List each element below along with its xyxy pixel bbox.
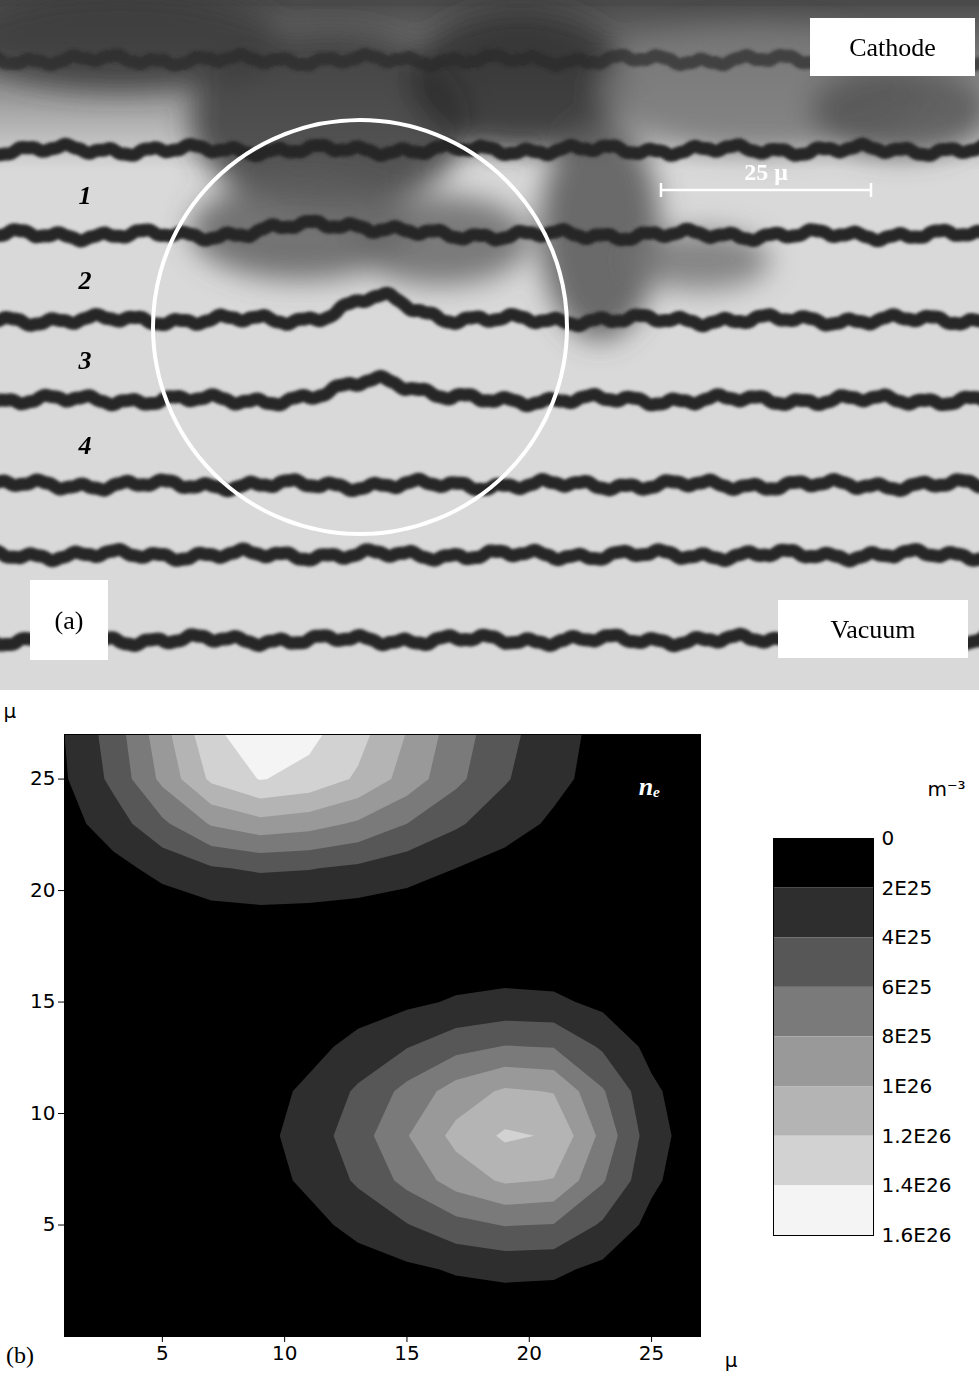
svg-text:μ: μ	[4, 700, 17, 723]
svg-text:Vacuum: Vacuum	[830, 615, 915, 644]
svg-text:1E26: 1E26	[882, 1074, 933, 1098]
svg-text:3: 3	[78, 346, 92, 375]
svg-text:20: 20	[517, 1341, 542, 1365]
svg-text:(a): (a)	[55, 606, 84, 635]
svg-text:4E25: 4E25	[882, 925, 933, 949]
svg-text:1.6E26: 1.6E26	[882, 1223, 952, 1247]
svg-text:5: 5	[43, 1212, 56, 1236]
svg-text:10: 10	[30, 1101, 55, 1125]
svg-text:μ: μ	[725, 1348, 738, 1372]
svg-text:25: 25	[639, 1341, 664, 1365]
svg-text:15: 15	[394, 1341, 419, 1365]
svg-text:1.2E26: 1.2E26	[882, 1124, 952, 1148]
svg-text:1.4E26: 1.4E26	[882, 1173, 952, 1197]
svg-text:Cathode: Cathode	[849, 33, 936, 62]
svg-text:4: 4	[78, 431, 92, 460]
svg-text:8E25: 8E25	[882, 1024, 933, 1048]
svg-text:25 μ: 25 μ	[744, 159, 788, 185]
html-text:(b): (b)	[6, 1342, 34, 1368]
svg-text:6E25: 6E25	[882, 975, 933, 999]
svg-text:1: 1	[79, 181, 92, 210]
svg-text:0: 0	[882, 826, 895, 850]
svg-text:10: 10	[272, 1341, 297, 1365]
svg-text:2E25: 2E25	[882, 876, 933, 900]
svg-text:2: 2	[78, 266, 92, 295]
svg-text:20: 20	[30, 878, 55, 902]
svg-text:5: 5	[156, 1341, 169, 1365]
svg-text:m⁻³: m⁻³	[927, 778, 965, 801]
svg-text:25: 25	[30, 766, 55, 790]
svg-text:15: 15	[30, 989, 55, 1013]
svg-text:nₑ: nₑ	[639, 772, 661, 801]
